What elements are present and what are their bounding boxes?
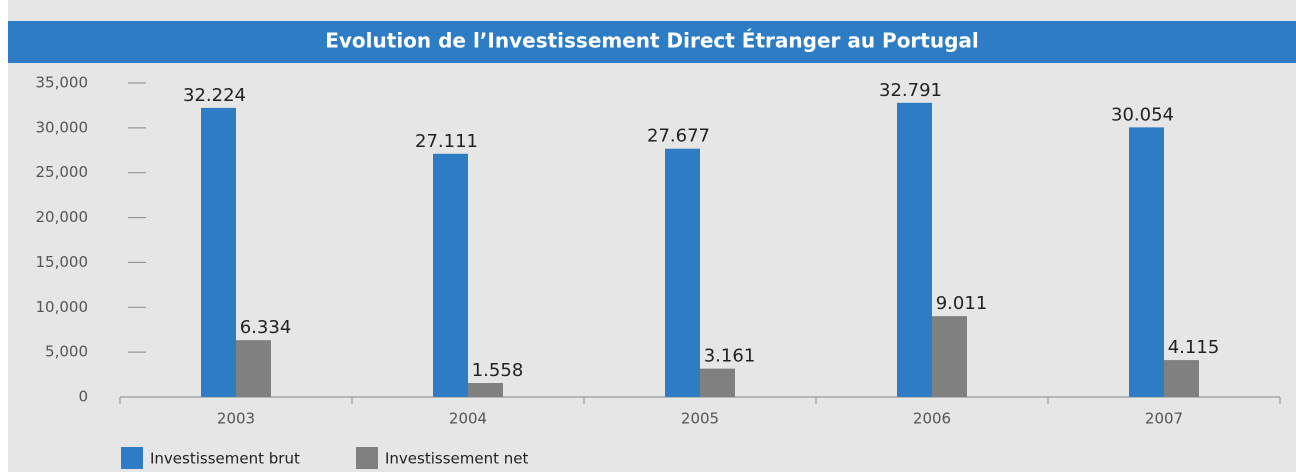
title-banner	[8, 21, 1296, 63]
x-tick-label: 2006	[913, 410, 951, 428]
value-label: 27.677	[647, 126, 710, 147]
legend-label: Investissement net	[385, 450, 528, 468]
value-label: 9.011	[936, 293, 988, 314]
bar	[1164, 360, 1199, 397]
y-tick-label: 5,000	[45, 343, 88, 361]
bar	[1129, 127, 1164, 398]
bar	[433, 153, 468, 397]
bar	[201, 107, 236, 397]
value-label: 30.054	[1111, 104, 1174, 125]
value-label: 4.115	[1168, 337, 1220, 358]
value-label: 1.558	[472, 360, 524, 381]
bar	[236, 340, 271, 397]
y-tick-label: 15,000	[36, 253, 89, 271]
y-tick-label: 20,000	[36, 208, 89, 226]
legend-swatch	[121, 447, 143, 469]
x-tick-label: 2007	[1145, 410, 1183, 428]
y-tick-label: 0	[78, 388, 88, 406]
bar	[932, 316, 967, 397]
bar	[897, 102, 932, 398]
legend-swatch	[356, 447, 378, 469]
bar	[700, 368, 735, 397]
x-tick-label: 2005	[681, 410, 719, 428]
value-label: 3.161	[704, 346, 756, 367]
legend-label: Investissement brut	[150, 450, 300, 468]
y-tick-label: 35,000	[36, 74, 89, 92]
y-tick-label: 30,000	[36, 118, 89, 136]
y-tick-label: 10,000	[36, 298, 89, 316]
x-tick-label: 2003	[217, 410, 255, 428]
bar	[468, 383, 503, 397]
x-tick-label: 2004	[449, 410, 487, 428]
bar	[665, 148, 700, 397]
value-label: 27.111	[415, 131, 478, 152]
value-label: 6.334	[240, 317, 292, 338]
y-tick-label: 25,000	[36, 163, 89, 181]
value-label: 32.791	[879, 80, 942, 101]
chart-title: Evolution de l’Investissement Direct Étr…	[325, 29, 979, 53]
value-label: 32.224	[183, 85, 246, 106]
